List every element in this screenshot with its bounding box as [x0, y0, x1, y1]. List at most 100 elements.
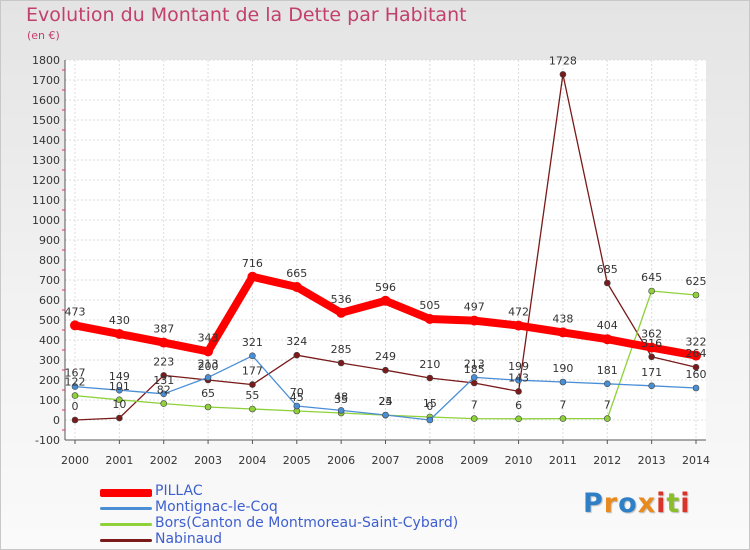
series-point	[603, 415, 611, 422]
data-label: 387	[153, 323, 174, 336]
y-tick-label: -100	[35, 434, 60, 447]
series-point	[160, 400, 168, 407]
series-point	[469, 315, 480, 326]
y-tick-label: 1600	[32, 94, 60, 107]
data-label: 404	[597, 319, 618, 332]
series-point	[71, 392, 79, 399]
x-tick-label: 2001	[105, 454, 133, 467]
data-label: 324	[286, 335, 307, 348]
data-label: 7	[471, 399, 478, 412]
data-label: 362	[641, 328, 662, 341]
data-label: 35	[334, 393, 348, 406]
data-label: 122	[65, 376, 86, 389]
x-axis: 2000 2001 2002 2003 2004 2005 2006 2007 2008 2009…	[61, 439, 710, 467]
x-tick-label: 2014	[682, 454, 710, 467]
series-point	[204, 374, 212, 381]
data-label: 645	[641, 271, 662, 284]
data-label: 25	[379, 395, 393, 408]
x-tick-label: 2003	[194, 454, 222, 467]
data-label: 1728	[549, 54, 577, 67]
data-label: 213	[198, 357, 219, 370]
y-tick-label: 800	[39, 254, 60, 267]
proxiti-logo: Proxiti	[583, 488, 691, 519]
series-point	[337, 407, 345, 414]
data-label: 285	[331, 343, 352, 356]
data-label: 0	[72, 400, 79, 413]
data-label: 131	[153, 374, 174, 387]
y-tick-label: 100	[39, 394, 60, 407]
data-label: 625	[686, 275, 707, 288]
series-point	[648, 353, 655, 361]
x-tick-label: 2000	[61, 454, 89, 467]
y-axis: -100 0 100 200 300 400 500 600 700 800 900 1000 1100…	[32, 54, 66, 447]
series-point	[515, 376, 522, 384]
series-point	[692, 384, 700, 392]
y-tick-label: 1200	[32, 174, 60, 187]
series-point	[382, 366, 389, 374]
x-tick-label: 2013	[638, 454, 666, 467]
data-label: 160	[686, 368, 707, 381]
chart-unit: (en €)	[27, 29, 60, 42]
series-point	[114, 329, 125, 339]
series-point	[249, 405, 256, 413]
y-tick-label: 600	[39, 294, 60, 307]
x-tick-label: 2012	[593, 454, 621, 467]
data-label: 48	[334, 390, 348, 403]
series-point	[116, 396, 123, 404]
y-tick-label: 500	[39, 314, 60, 327]
data-label: 716	[242, 257, 263, 270]
series-layer	[70, 71, 701, 424]
y-tick-label: 400	[39, 334, 60, 347]
y-tick-label: 700	[39, 274, 60, 287]
x-tick-label: 2009	[460, 454, 488, 467]
x-tick-label: 2002	[150, 454, 178, 467]
series-point	[603, 380, 611, 388]
data-label: 505	[419, 299, 440, 312]
series-point	[71, 416, 79, 424]
y-tick-label: 200	[39, 374, 60, 387]
y-tick-label: 1000	[32, 214, 60, 227]
series-point	[116, 414, 123, 422]
series-point	[203, 346, 214, 357]
series-point	[70, 320, 80, 331]
y-tick-label: 1400	[32, 134, 60, 147]
series-point	[646, 342, 657, 353]
data-label: 685	[597, 263, 618, 276]
series-point	[116, 386, 123, 394]
data-label: 264	[686, 347, 707, 360]
series-point	[648, 382, 655, 390]
x-tick-label: 2010	[505, 454, 533, 467]
x-tick-label: 2004	[238, 454, 266, 467]
series-point	[293, 351, 301, 359]
series-point	[204, 403, 212, 411]
data-label: 438	[552, 312, 573, 325]
series-point	[603, 279, 611, 287]
series-point	[648, 287, 655, 295]
x-tick-label: 2005	[283, 454, 311, 467]
series-point	[557, 327, 568, 338]
data-label: 70	[290, 386, 304, 399]
data-label: 213	[464, 357, 485, 370]
data-label: 200	[198, 360, 219, 373]
x-tick-label: 2007	[372, 454, 400, 467]
data-label: 24	[379, 395, 393, 408]
series-point	[158, 337, 169, 348]
data-label: 316	[641, 337, 662, 350]
series-point	[426, 416, 434, 424]
data-label: 10	[112, 398, 126, 411]
series-point	[336, 307, 347, 318]
series-point	[692, 363, 700, 371]
series-point	[513, 320, 524, 331]
data-label: 472	[508, 306, 529, 319]
series-point	[515, 415, 522, 423]
series-point	[293, 402, 301, 410]
series-point	[71, 383, 79, 390]
data-label: 185	[464, 363, 485, 376]
data-label: 322	[686, 336, 707, 349]
series-point	[692, 291, 700, 299]
data-label: 101	[109, 380, 130, 393]
data-label: 223	[153, 355, 174, 368]
x-tick-label: 2006	[327, 454, 355, 467]
legend-label: PILLAC	[155, 483, 203, 499]
data-label: 0	[426, 400, 433, 413]
